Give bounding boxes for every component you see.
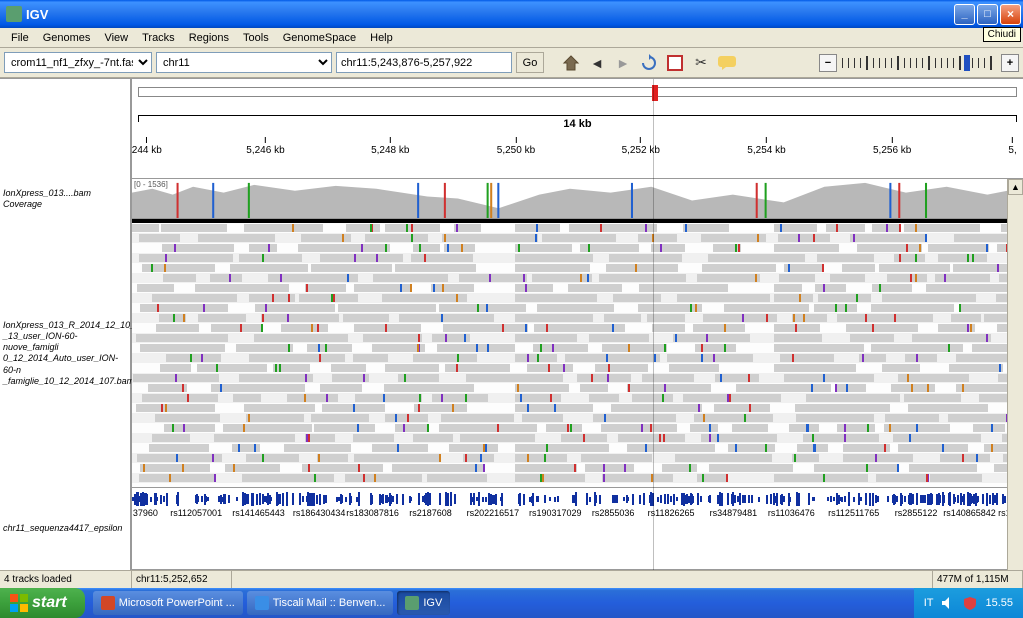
alignment-read-row [132,343,1023,353]
feature-track-name[interactable]: chr11_sequenza4417_epsilon [0,488,132,570]
status-memory: 477M of 1,115M [933,571,1023,588]
coverage-plot [132,179,1023,218]
maximize-button[interactable]: □ [977,4,998,25]
status-bar: 4 tracks loaded chr11:5,252,652 477M of … [0,570,1023,588]
alignment-read-row [132,273,1023,283]
alignment-read-row [132,313,1023,323]
alignment-read-row [132,443,1023,453]
alignment-read-row [132,243,1023,253]
alignment-read-row [132,303,1023,313]
ideogram-name-cell [0,79,132,179]
minimize-button[interactable]: _ [954,4,975,25]
alignment-read-row [132,323,1023,333]
alignment-read-row [132,393,1023,403]
coverage-track-name[interactable]: IonXpress_013....bam Coverage [0,179,132,219]
alignment-read-row [132,353,1023,363]
taskbar-item[interactable]: Microsoft PowerPoint ... [93,591,243,615]
window-title: IGV [26,7,48,22]
view-marker [652,85,658,101]
window-titlebar: IGV _ □ × Chiudi [0,0,1023,28]
tray-volume-icon[interactable] [941,596,955,610]
menu-view[interactable]: View [97,30,135,46]
go-button[interactable]: Go [516,52,544,73]
track-name-panel: IonXpress_013....bam Coverage IonXpress_… [0,79,132,570]
zoom-thumb[interactable] [964,55,970,71]
status-position: chr11:5,252,652 [132,571,232,588]
menu-genomespace[interactable]: GenomeSpace [276,30,363,46]
ruler-span-label: 14 kb [138,115,1017,131]
tooltip-icon[interactable] [716,52,738,74]
menu-genomes[interactable]: Genomes [36,30,98,46]
alignment-read-row [132,333,1023,343]
tray-language[interactable]: IT [924,597,934,609]
taskbar-item[interactable]: IGV [397,591,450,615]
feature-row[interactable]: 37960rs112057001rs141465443rs186430434rs… [132,488,1023,570]
alignment-row[interactable] [132,219,1023,488]
forward-icon[interactable]: ► [612,52,634,74]
menu-file[interactable]: File [4,30,36,46]
taskbar-item[interactable]: Tiscali Mail :: Benven... [247,591,394,615]
coverage-scale-label: [0 - 1536] [134,180,168,189]
alignment-track-name[interactable]: IonXpress_013_R_2014_12_10_ _13_user_ION… [0,219,132,488]
close-button[interactable]: × [1000,4,1021,25]
main-panel: IonXpress_013....bam Coverage IonXpress_… [0,78,1023,570]
toolbar: crom11_nf1_zfxy_-7nt.fasta chr11 Go ◄ ► … [0,48,1023,78]
close-tooltip: Chiudi [983,27,1021,42]
alignment-read-row [132,373,1023,383]
alignment-read-row [132,293,1023,303]
alignment-read-row [132,413,1023,423]
tray-clock[interactable]: 15.55 [985,597,1013,609]
menu-tools[interactable]: Tools [236,30,276,46]
ideogram-row: 14 kb 244 kb5,246 kb5,248 kb5,250 kb5,25… [132,79,1023,179]
alignment-read-row [132,283,1023,293]
coverage-row[interactable]: [0 - 1536] [132,179,1023,219]
scroll-up-button[interactable]: ▲ [1008,179,1023,195]
menu-help[interactable]: Help [363,30,400,46]
feature-ticks [132,492,1023,508]
ruler-icon[interactable]: ✂ [690,52,712,74]
back-icon[interactable]: ◄ [586,52,608,74]
status-tracks: 4 tracks loaded [0,571,132,588]
alignment-read-row [132,233,1023,243]
alignment-read-row [132,223,1023,233]
zoom-in-button[interactable]: + [1001,54,1019,72]
alignment-read-row [132,473,1023,483]
vertical-scrollbar[interactable]: ▲ [1007,179,1023,570]
region-icon[interactable] [664,52,686,74]
chromosome-select[interactable]: chr11 [156,52,332,73]
alignment-read-row [132,253,1023,263]
app-icon [6,6,22,22]
alignment-read-row [132,433,1023,443]
menu-regions[interactable]: Regions [182,30,236,46]
zoom-slider[interactable]: − + [819,54,1019,72]
menu-bar: File Genomes View Tracks Regions Tools G… [0,28,1023,48]
zoom-out-button[interactable]: − [819,54,837,72]
menu-tracks[interactable]: Tracks [135,30,182,46]
locus-input[interactable] [336,52,512,73]
chromosome-ideogram[interactable] [138,87,1017,97]
alignment-read-row [132,403,1023,413]
alignment-read-row [132,453,1023,463]
refresh-icon[interactable] [638,52,660,74]
alignment-read-row [132,383,1023,393]
genome-select[interactable]: crom11_nf1_zfxy_-7nt.fasta [4,52,152,73]
genome-ruler: 244 kb5,246 kb5,248 kb5,250 kb5,252 kb5,… [138,137,1017,167]
status-spacer [232,571,933,588]
tray-shield-icon[interactable] [963,596,977,610]
alignment-read-row [132,363,1023,373]
track-data-panel: 14 kb 244 kb5,246 kb5,248 kb5,250 kb5,25… [132,79,1023,570]
alignment-read-row [132,423,1023,433]
alignment-read-row [132,263,1023,273]
feature-labels: 37960rs112057001rs141465443rs186430434rs… [132,508,1023,522]
home-icon[interactable] [560,52,582,74]
zoom-scale[interactable] [839,54,999,72]
alignment-read-row [132,463,1023,473]
